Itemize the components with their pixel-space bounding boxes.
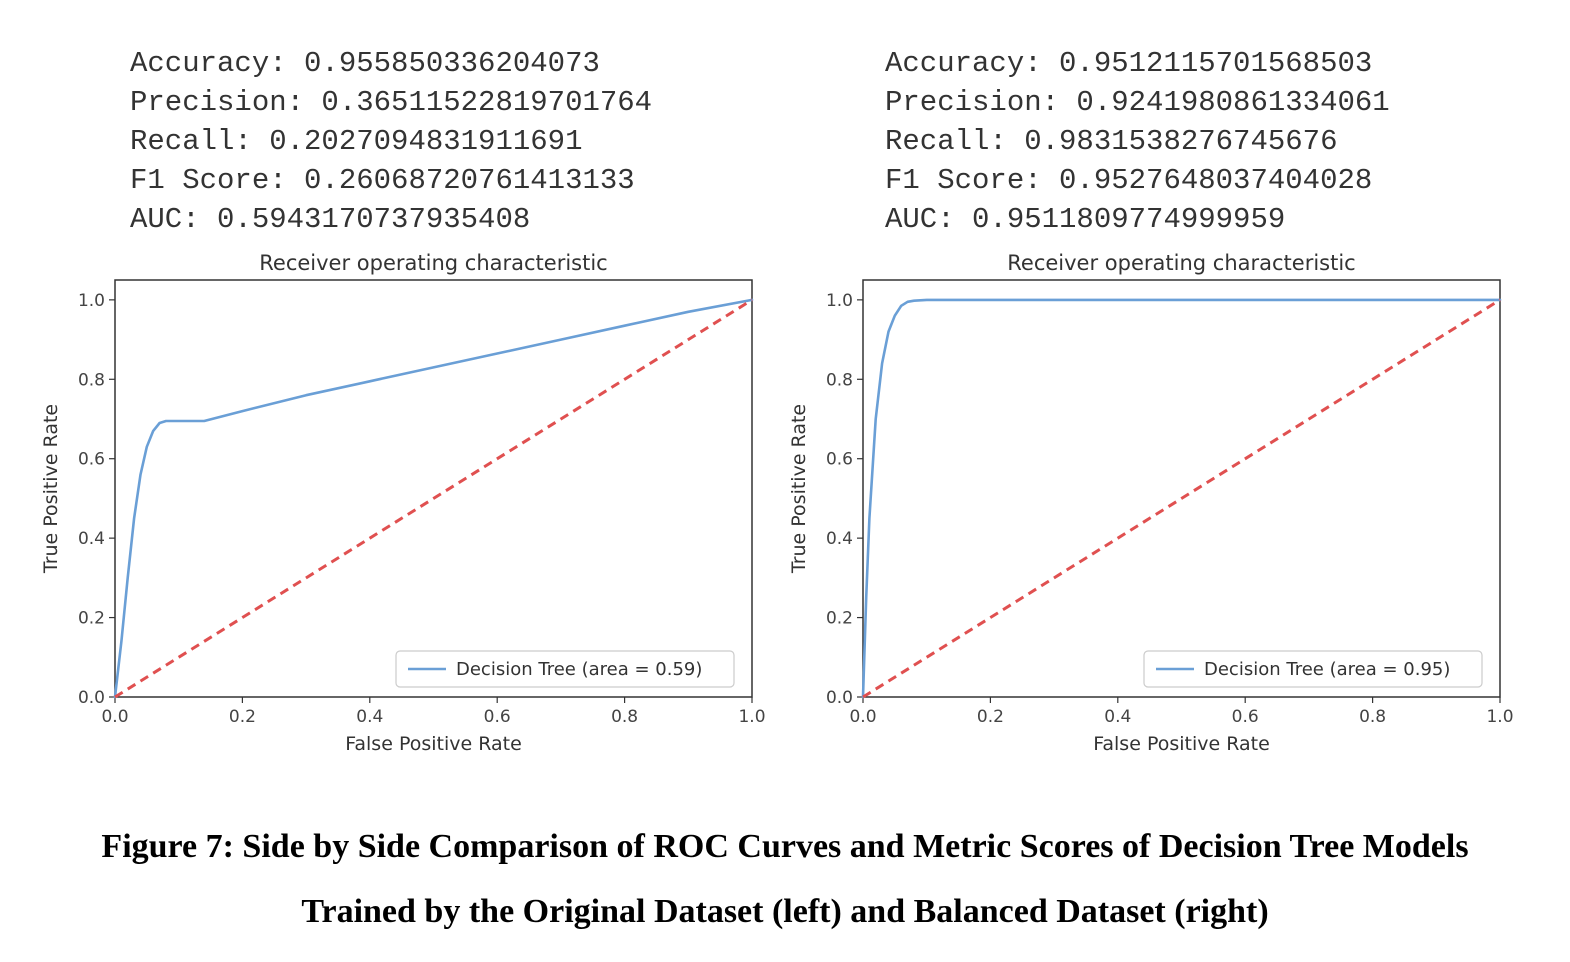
x-tick-label: 1.0 <box>738 707 765 727</box>
baseline-diagonal-line <box>862 298 1501 699</box>
precision-metric: Precision: 0.36511522819701764 <box>130 86 653 119</box>
y-tick-label: 1.0 <box>78 291 105 311</box>
y-tick-label: 0.6 <box>826 450 853 470</box>
x-tick-label: 0.8 <box>1359 707 1386 727</box>
legend-box <box>395 650 735 688</box>
roc-curve-line <box>113 298 754 699</box>
precision-metric: Precision: 0.9241980861334061 <box>885 86 1390 119</box>
y-tick-label: 0.0 <box>826 688 853 708</box>
baseline-diagonal-line <box>114 298 753 699</box>
accuracy-metric: Accuracy: 0.955850336204073 <box>130 47 600 80</box>
x-tick-label: 0.4 <box>356 707 383 727</box>
y-tick-label: 0.4 <box>78 529 105 549</box>
chart-title: Receiver operating characteristic <box>259 251 607 275</box>
x-tick-label: 0.2 <box>977 707 1004 727</box>
y-tick-label: 0.2 <box>826 609 853 629</box>
x-tick-label: 0.8 <box>611 707 638 727</box>
plot-frame <box>114 279 753 698</box>
metrics-left: Accuracy: 0.955850336204073 Precision: 0.… <box>130 44 652 239</box>
x-tick-label: 0.2 <box>229 707 256 727</box>
y-axis-label: True Positive Rate <box>40 404 62 574</box>
figure-caption-line-2: Trained by the Original Dataset (left) a… <box>301 893 1269 930</box>
auc-metric: AUC: 0.5943170737935408 <box>130 203 531 236</box>
y-tick-label: 0.8 <box>826 370 853 390</box>
x-tick-label: 0.6 <box>484 707 511 727</box>
roc-chart-left: Receiver operating characteristic 0.0 0.2 0… <box>40 251 766 755</box>
y-tick-label: 1.0 <box>826 291 853 311</box>
x-tick-label: 0.0 <box>101 707 128 727</box>
y-tick-label: 0.6 <box>78 450 105 470</box>
legend-entry: Decision Tree (area = 0.59) <box>456 659 702 680</box>
recall-metric: Recall: 0.9831538276745676 <box>885 125 1338 158</box>
y-tick-label: 0.2 <box>78 609 105 629</box>
recall-metric: Recall: 0.2027094831911691 <box>130 125 583 158</box>
figure-caption-line-1: Figure 7: Side by Side Comparison of ROC… <box>101 828 1469 865</box>
y-axis-label: True Positive Rate <box>788 404 810 574</box>
x-tick-label: 0.4 <box>1104 707 1131 727</box>
roc-chart-right: Receiver operating characteristic 0.0 0.2 0… <box>788 251 1514 755</box>
y-tick-label: 0.0 <box>78 688 105 708</box>
x-axis-label: False Positive Rate <box>1093 733 1270 755</box>
auc-metric: AUC: 0.9511809774999959 <box>885 203 1286 236</box>
x-axis-label: False Positive Rate <box>345 733 522 755</box>
f1-metric: F1 Score: 0.9527648037404028 <box>885 164 1373 197</box>
f1-metric: F1 Score: 0.26068720761413133 <box>130 164 635 197</box>
plot-frame <box>862 279 1501 698</box>
chart-title: Receiver operating characteristic <box>1007 251 1355 275</box>
y-tick-label: 0.8 <box>78 370 105 390</box>
x-tick-label: 0.0 <box>849 707 876 727</box>
legend-box <box>1143 650 1483 688</box>
y-tick-label: 0.4 <box>826 529 853 549</box>
metrics-right: Accuracy: 0.9512115701568503 Precision: 0… <box>885 44 1390 239</box>
accuracy-metric: Accuracy: 0.9512115701568503 <box>885 47 1373 80</box>
x-tick-label: 0.6 <box>1232 707 1259 727</box>
roc-curve-line <box>861 298 1502 699</box>
x-tick-label: 1.0 <box>1486 707 1513 727</box>
legend-entry: Decision Tree (area = 0.95) <box>1204 659 1450 680</box>
